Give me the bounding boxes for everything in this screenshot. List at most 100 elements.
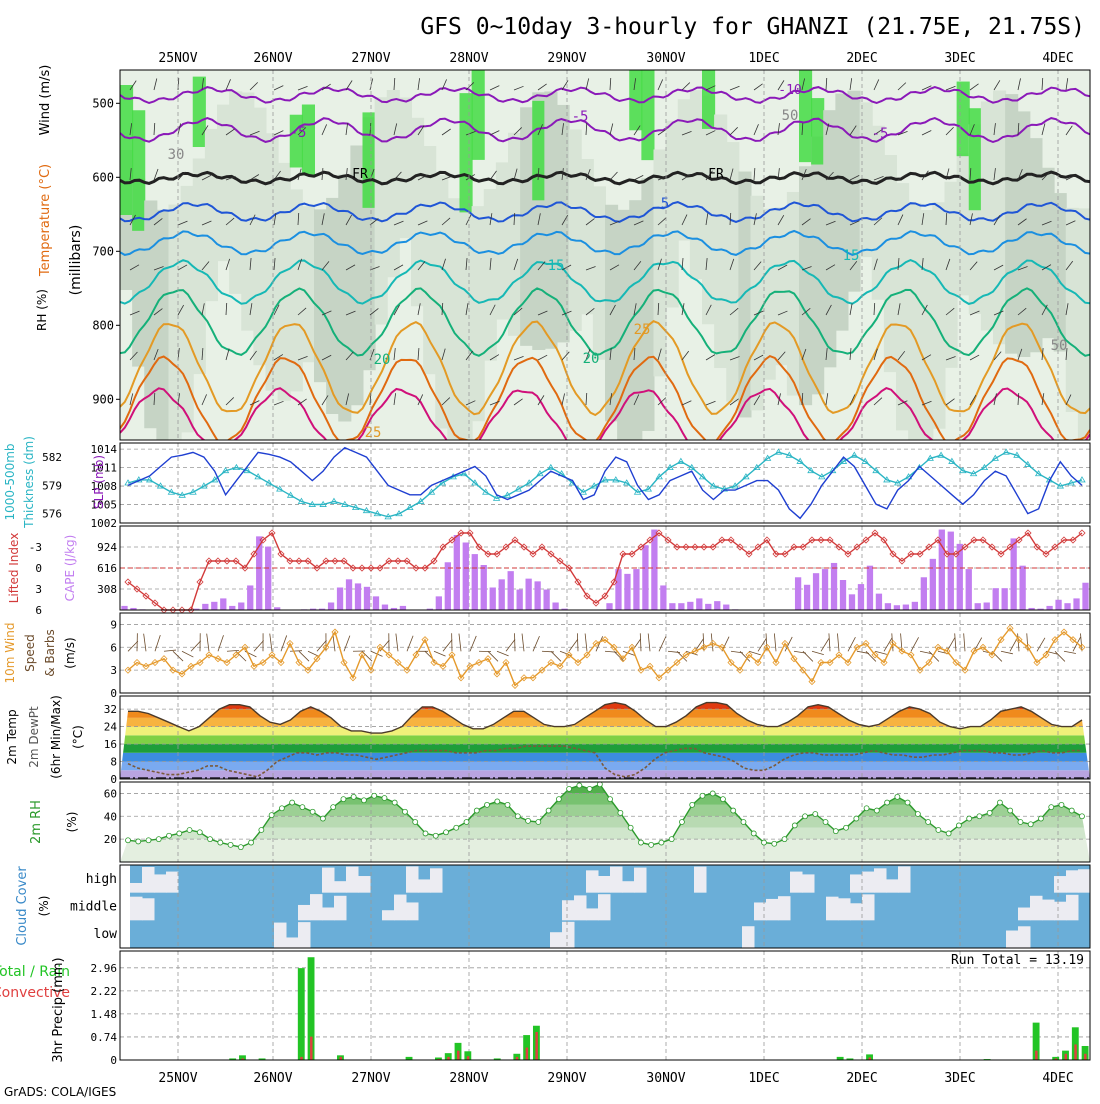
- date-label-bottom: 2DEC: [846, 1071, 877, 1086]
- rh2m-point: [361, 798, 366, 803]
- rh2m-point: [669, 837, 674, 842]
- temp-tick-label: 24: [104, 721, 118, 734]
- rh2m-point: [392, 800, 397, 805]
- rh-shade: [714, 115, 727, 369]
- cape-bar: [328, 603, 334, 611]
- cape-bar: [265, 547, 271, 610]
- rh2m-point: [238, 845, 243, 850]
- cloud-block: [406, 902, 419, 920]
- cloud-block: [874, 868, 887, 892]
- cloud-block: [334, 896, 347, 921]
- rh-high-shade: [641, 60, 654, 160]
- precip-convective-bar: [457, 1051, 459, 1060]
- rh-high-shade: [120, 85, 133, 215]
- cape-bar: [526, 579, 532, 610]
- precip-tick-label: 1.48: [91, 1008, 118, 1021]
- cape-bar: [534, 581, 540, 610]
- slp-tick-label: 1002: [91, 517, 118, 530]
- y-tick-label: 700: [92, 244, 114, 258]
- wind10-barb: [308, 651, 319, 656]
- rh2m-point: [259, 828, 264, 833]
- cape-bar: [346, 579, 352, 610]
- cape-bar: [220, 598, 226, 610]
- slp-point: [1079, 477, 1085, 482]
- rh2m-point: [136, 839, 141, 844]
- cloud-block: [274, 923, 287, 948]
- precip-convective-bar: [1035, 1051, 1037, 1060]
- rh-band: [120, 816, 1090, 827]
- cloud-block: [562, 922, 575, 948]
- contour-label: 50: [782, 108, 799, 124]
- rh2m-point: [187, 828, 192, 833]
- rh2m-point: [167, 833, 172, 838]
- cape-bar: [1002, 588, 1008, 610]
- cape-bar: [687, 602, 693, 610]
- cloud-block: [1066, 895, 1079, 921]
- cloud-block: [562, 900, 575, 920]
- rh2m-point: [813, 812, 818, 817]
- rh-shade: [945, 182, 958, 368]
- cloud-block: [142, 867, 155, 893]
- cape-bar: [705, 604, 711, 610]
- rh-shade: [520, 107, 533, 346]
- wind10-label: 10m Wind: [3, 623, 17, 684]
- y-tick-label: 900: [92, 392, 114, 406]
- rh-shade: [193, 158, 206, 374]
- cape-bar: [1064, 603, 1070, 610]
- wind10-barb: [749, 651, 761, 655]
- date-label-top: 27NOV: [351, 51, 390, 66]
- cape-bar: [642, 545, 648, 610]
- wind-label: Wind (m/s): [38, 65, 53, 136]
- rh2m-point: [1049, 805, 1054, 810]
- rh-shade: [544, 91, 557, 348]
- rh2m-point: [372, 793, 377, 798]
- slp-tick-label: 1014: [91, 443, 118, 456]
- chart-title: GFS 0~10day 3-hourly for GHANZI (21.75E,…: [420, 14, 1085, 40]
- cloud-block: [418, 879, 431, 892]
- wind10-barb: [144, 634, 146, 652]
- wind10-tick-label: 6: [110, 641, 117, 654]
- rh-shade: [569, 129, 582, 330]
- rh2m-point: [854, 816, 859, 821]
- slp-label: SLP (mb): [92, 455, 106, 509]
- cloud-block: [406, 866, 419, 892]
- wind10-barb: [955, 633, 956, 651]
- cape-bar: [876, 594, 882, 610]
- cape-bar: [373, 596, 379, 610]
- rh2m-point: [782, 837, 787, 842]
- date-label-bottom: 4DEC: [1042, 1071, 1073, 1086]
- rh2m-point: [1008, 808, 1013, 813]
- rh-shade: [884, 155, 897, 372]
- rh2m-point: [177, 831, 182, 836]
- cape-bar: [804, 585, 810, 610]
- rh-shade: [690, 90, 703, 279]
- contour-label: 20: [374, 352, 391, 368]
- rh-shade: [241, 92, 254, 330]
- cloud-block: [394, 895, 407, 921]
- wind10-barb: [774, 633, 776, 651]
- rh-tick-label: 60: [104, 787, 117, 800]
- wind10-barb: [281, 635, 287, 651]
- wind10-tick-label: 0: [110, 687, 117, 700]
- contour-label: 5: [661, 196, 669, 212]
- wind10-barb: [542, 651, 554, 652]
- cloud-block: [382, 910, 395, 920]
- thickness-tick-label: 576: [42, 508, 62, 521]
- rh-band: [120, 828, 1090, 839]
- cloud-block: [778, 896, 791, 920]
- wind10-barb: [821, 638, 829, 651]
- cape-tick-label: 616: [97, 562, 117, 575]
- rh2m-point: [228, 842, 233, 847]
- slp-line: [128, 452, 1082, 517]
- cape-bar: [651, 530, 657, 610]
- rh2m-point: [649, 842, 654, 847]
- wind10-barb: [551, 651, 561, 661]
- rh-shade: [266, 133, 279, 390]
- cloud-block: [586, 870, 599, 892]
- cloud-block: [322, 907, 335, 920]
- rh-high-shade: [132, 110, 145, 231]
- cloud-block: [1042, 900, 1055, 921]
- wind10-barb: [703, 633, 704, 651]
